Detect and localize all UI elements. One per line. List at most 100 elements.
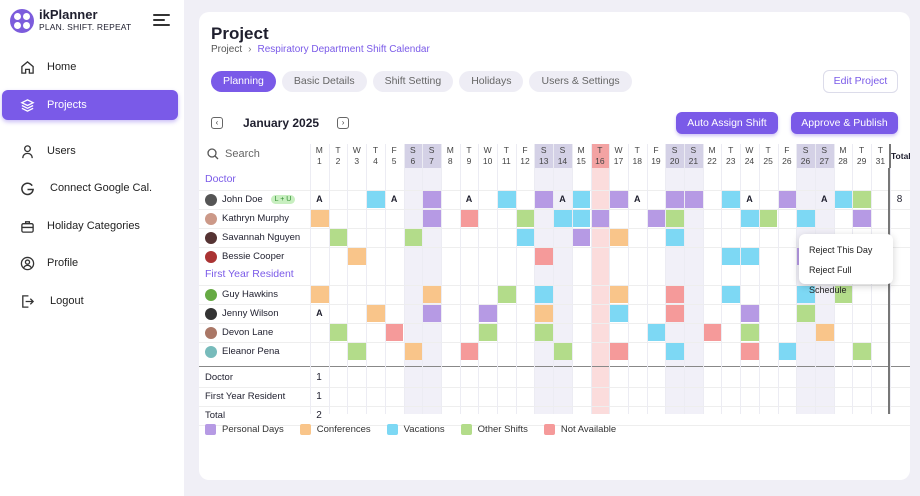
shift-cell[interactable] xyxy=(423,210,441,227)
nav-item-google-cal[interactable]: Connect Google Cal. xyxy=(2,173,178,203)
shift-cell[interactable] xyxy=(554,343,572,360)
day-header[interactable]: T 25 xyxy=(763,145,773,166)
breadcrumb-current[interactable]: Respiratory Department Shift Calendar xyxy=(257,44,430,55)
day-header[interactable]: S 20 xyxy=(665,144,684,168)
day-header[interactable]: W 17 xyxy=(613,145,624,166)
shift-cell[interactable] xyxy=(535,324,554,341)
nav-item-holiday-categories[interactable]: Holiday Categories xyxy=(2,211,178,241)
shift-cell[interactable] xyxy=(610,305,628,322)
staff-row-label[interactable]: Kathryn Murphy xyxy=(205,209,289,228)
staff-row-label[interactable]: Jenny Wilson xyxy=(205,304,279,323)
shift-cell[interactable] xyxy=(703,324,722,341)
shift-cell[interactable] xyxy=(572,191,591,208)
shift-cell[interactable] xyxy=(815,324,834,341)
shift-cell[interactable] xyxy=(610,191,628,208)
shift-cell[interactable] xyxy=(722,248,741,265)
day-header[interactable]: T 31 xyxy=(875,145,886,166)
day-header[interactable]: S 27 xyxy=(814,144,834,168)
staff-row-label[interactable]: Savannah Nguyen xyxy=(205,228,300,247)
shift-cell[interactable] xyxy=(404,343,423,360)
shift-cell[interactable] xyxy=(385,324,404,341)
day-header[interactable]: S 13 xyxy=(534,144,554,168)
day-header[interactable]: F 12 xyxy=(520,145,530,166)
shift-cell[interactable] xyxy=(479,324,497,341)
shift-cell[interactable] xyxy=(610,229,628,246)
staff-row-label[interactable]: Guy Hawkins xyxy=(205,285,278,304)
day-header[interactable]: F 19 xyxy=(651,145,661,166)
shift-cell[interactable] xyxy=(311,210,329,227)
day-header[interactable]: T 16 xyxy=(590,144,610,168)
day-header[interactable]: F 26 xyxy=(782,145,792,166)
shift-cell[interactable] xyxy=(348,343,367,360)
nav-item-profile[interactable]: Profile xyxy=(2,248,178,278)
nav-item-users[interactable]: Users xyxy=(2,136,178,166)
shift-cell[interactable] xyxy=(722,191,741,208)
nav-item-logout[interactable]: Logout xyxy=(2,286,178,316)
shift-cell[interactable] xyxy=(479,305,497,322)
day-header[interactable]: T 18 xyxy=(632,145,642,166)
nav-item-projects[interactable]: Projects xyxy=(2,90,178,120)
day-header[interactable]: M 15 xyxy=(576,145,586,166)
day-header[interactable]: M 22 xyxy=(707,145,717,166)
shift-cell[interactable] xyxy=(404,229,423,246)
shift-cell[interactable] xyxy=(367,191,385,208)
breadcrumb-root[interactable]: Project xyxy=(211,44,243,55)
day-header[interactable]: S 26 xyxy=(796,144,815,168)
shift-cell[interactable] xyxy=(516,229,535,246)
shift-cell[interactable] xyxy=(498,286,516,303)
next-month-icon[interactable]: › xyxy=(337,117,350,129)
shift-cell[interactable] xyxy=(535,286,554,303)
shift-cell[interactable]: A xyxy=(559,194,566,204)
reject-schedule-option[interactable]: Reject Full Schedule xyxy=(809,265,852,295)
search-input[interactable]: Search xyxy=(225,148,260,160)
shift-cell[interactable] xyxy=(647,324,666,341)
shift-cell[interactable] xyxy=(834,286,853,303)
shift-cell[interactable]: A xyxy=(316,308,323,318)
shift-cell[interactable] xyxy=(610,286,628,303)
shift-cell[interactable]: A xyxy=(820,194,828,204)
day-header[interactable]: T 23 xyxy=(726,145,736,166)
tab-shift-setting[interactable]: Shift Setting xyxy=(372,71,454,92)
day-header[interactable]: W 24 xyxy=(744,145,755,166)
approve-publish-button[interactable]: Approve & Publish xyxy=(791,112,898,134)
nav-item-home[interactable]: Home xyxy=(2,52,178,82)
shift-cell[interactable] xyxy=(685,191,703,208)
shift-cell[interactable] xyxy=(834,191,853,208)
menu-toggle-icon[interactable] xyxy=(153,13,170,27)
shift-cell[interactable] xyxy=(329,229,348,246)
shift-cell[interactable] xyxy=(348,248,367,265)
shift-cell[interactable] xyxy=(741,343,759,360)
staff-row-label[interactable]: Devon Lane xyxy=(205,323,273,342)
shift-cell[interactable]: A xyxy=(746,194,753,204)
shift-cell[interactable] xyxy=(722,286,741,303)
shift-cell[interactable] xyxy=(666,191,684,208)
shift-cell[interactable] xyxy=(329,324,348,341)
day-header[interactable]: W 10 xyxy=(482,145,493,166)
shift-cell[interactable] xyxy=(853,210,871,227)
day-header[interactable]: T 29 xyxy=(856,145,867,166)
shift-cell[interactable] xyxy=(647,210,666,227)
shift-cell[interactable] xyxy=(853,191,871,208)
shift-cell[interactable] xyxy=(572,210,591,227)
shift-cell[interactable] xyxy=(460,343,479,360)
staff-row-label[interactable]: John Doe L + U xyxy=(205,190,296,209)
shift-cell[interactable] xyxy=(666,305,684,322)
shift-cell[interactable] xyxy=(610,343,628,360)
shift-cell[interactable] xyxy=(591,210,610,227)
shift-cell[interactable] xyxy=(516,210,535,227)
search-box[interactable]: Search xyxy=(207,148,260,160)
tab-planning[interactable]: Planning xyxy=(211,71,276,92)
shift-cell[interactable] xyxy=(423,305,441,322)
shift-cell[interactable]: A xyxy=(465,194,473,204)
shift-cell[interactable] xyxy=(572,229,591,246)
shift-cell[interactable]: A xyxy=(316,194,323,204)
shift-cell[interactable] xyxy=(853,343,871,360)
shift-cell[interactable] xyxy=(741,248,759,265)
prev-month-icon[interactable]: ‹ xyxy=(211,117,223,129)
shift-cell[interactable] xyxy=(797,210,815,227)
